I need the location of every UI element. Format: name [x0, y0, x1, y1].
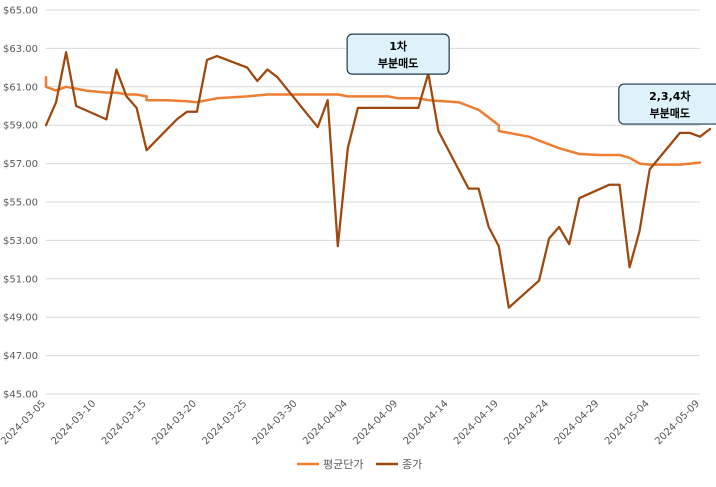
x-tick-label: 2024-04-14 — [402, 398, 451, 447]
callout-background — [618, 83, 716, 125]
x-tick-label: 2024-03-15 — [100, 398, 149, 447]
legend-item: 종가 — [376, 458, 422, 471]
y-axis-ticks: $45.00 $47.00 $49.00 $51.00 $53.00 $55.00 $57.… — [3, 6, 38, 401]
x-tick-label: 2024-04-29 — [553, 398, 602, 447]
x-tick-label: 2024-03-10 — [50, 398, 99, 447]
series-line-close-price — [44, 51, 712, 309]
legend-item: 평균단가 — [297, 458, 363, 471]
callout-line-1: 1차 — [389, 39, 408, 53]
y-tick-label: $57.00 — [3, 159, 38, 170]
series-lines — [44, 51, 712, 309]
y-tick-label: $45.00 — [3, 390, 38, 401]
legend-label: 종가 — [402, 458, 422, 471]
x-tick-label: 2024-04-19 — [452, 398, 501, 447]
series-line-average-price — [44, 75, 702, 166]
y-tick-label: $63.00 — [3, 44, 38, 55]
x-tick-label: 2024-05-04 — [603, 398, 652, 447]
x-axis-ticks: 2024-03-05 2024-03-10 2024-03-15 2024-03-20… — [0, 398, 702, 447]
x-tick-label: 2024-04-04 — [301, 398, 350, 447]
x-tick-label: 2024-04-24 — [502, 398, 551, 447]
x-tick-label: 2024-05-09 — [653, 398, 702, 447]
callout-line-1: 2,3,4차 — [649, 89, 691, 103]
x-tick-label: 2024-03-30 — [251, 398, 300, 447]
x-tick-label: 2024-03-20 — [150, 398, 199, 447]
x-tick-label: 2024-04-09 — [351, 398, 400, 447]
y-tick-label: $55.00 — [3, 198, 38, 209]
gridlines — [46, 9, 700, 395]
callout-line-2: 부분매도 — [650, 106, 690, 120]
y-tick-label: $47.00 — [3, 351, 38, 362]
x-tick-label: 2024-03-25 — [200, 398, 249, 447]
y-tick-label: $59.00 — [3, 121, 38, 132]
legend: 평균단가 종가 — [297, 458, 422, 471]
callout-line-2: 부분매도 — [378, 56, 418, 70]
y-tick-label: $49.00 — [3, 313, 38, 324]
legend-label: 평균단가 — [323, 458, 363, 471]
y-tick-label: $61.00 — [3, 82, 38, 93]
y-tick-label: $53.00 — [3, 236, 38, 247]
callout-background — [346, 33, 450, 75]
x-tick-label: 2024-03-05 — [0, 398, 48, 447]
y-tick-label: $65.00 — [3, 6, 38, 17]
y-tick-label: $51.00 — [3, 274, 38, 285]
